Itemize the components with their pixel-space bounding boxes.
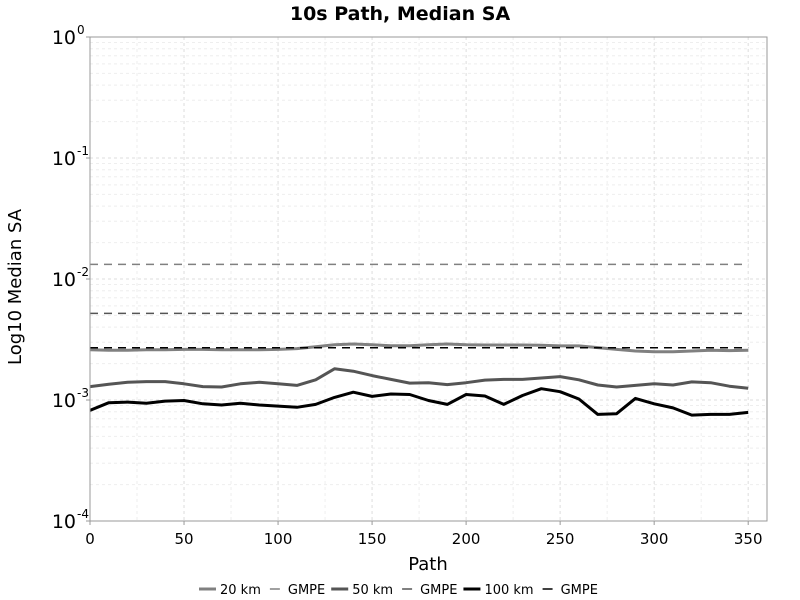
series-layer xyxy=(89,263,749,417)
y-tick-exponent: 0 xyxy=(77,23,85,37)
legend-label-5: GMPE xyxy=(561,583,598,598)
y-tick-exponent: -2 xyxy=(77,265,89,279)
x-axis-ticks: 0 50 100 150 200 250 300 350 xyxy=(85,521,763,548)
x-tick-label: 350 xyxy=(734,530,763,548)
x-tick-label: 300 xyxy=(640,530,669,548)
legend-label-0: 20 km xyxy=(220,583,261,598)
y-axis-label: Log10 Median SA xyxy=(5,208,26,365)
chart-title: 10s Path, Median SA xyxy=(290,3,511,25)
y-tick-label: 10 xyxy=(52,269,76,291)
x-axis-label: Path xyxy=(408,554,448,575)
y-tick-label: 10 xyxy=(52,148,76,170)
y-tick-label: 10 xyxy=(52,390,76,412)
series-line-2 xyxy=(89,367,749,390)
y-tick-exponent: -3 xyxy=(77,386,89,400)
series-line-0 xyxy=(89,342,749,354)
y-tick-exponent: -4 xyxy=(77,507,89,521)
x-tick-label: 200 xyxy=(452,530,481,548)
legend-label-4: 100 km xyxy=(484,583,533,598)
x-tick-label: 50 xyxy=(174,530,193,548)
legend-label-3: GMPE xyxy=(420,583,457,598)
x-tick-label: 0 xyxy=(85,530,95,548)
series-line-4 xyxy=(89,387,749,417)
y-tick-exponent: -1 xyxy=(77,144,89,158)
x-tick-label: 100 xyxy=(264,530,293,548)
x-tick-label: 250 xyxy=(546,530,575,548)
y-tick-label: 10 xyxy=(52,27,76,49)
y-tick-label: 10 xyxy=(52,511,76,533)
legend: 20 km GMPE 50 km GMPE 100 km GMPE xyxy=(199,583,598,598)
x-tick-label: 150 xyxy=(358,530,387,548)
legend-label-2: 50 km xyxy=(352,583,393,598)
grid xyxy=(89,37,767,522)
legend-label-1: GMPE xyxy=(288,583,325,598)
